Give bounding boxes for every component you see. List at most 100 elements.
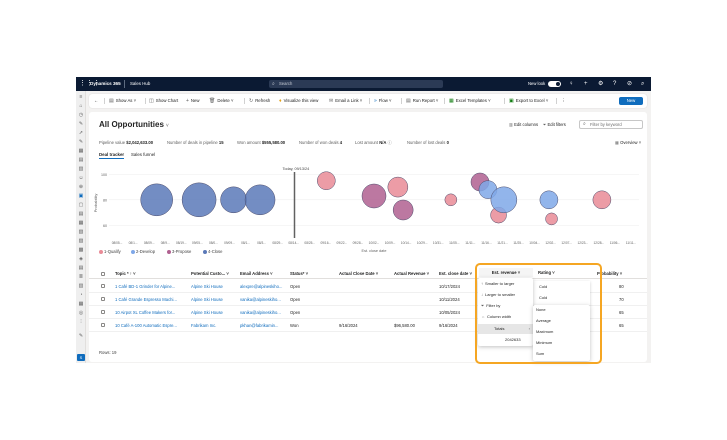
overview-selector[interactable]: ▦ Overview ˅: [615, 140, 642, 145]
filter-by-item[interactable]: ⏷ Filter by: [481, 302, 500, 310]
total-option-average[interactable]: Average: [536, 318, 551, 323]
bubble-point[interactable]: [387, 176, 409, 198]
plus-icon[interactable]: +: [584, 81, 588, 87]
cell-topic[interactable]: 10 Café A-100 Automatic Espre...: [115, 323, 177, 328]
table-row[interactable]: 1 Café Grande Espresso Machi... Alpine Sk…: [89, 293, 647, 306]
tab-sales-funnel[interactable]: Sales funnel: [131, 152, 156, 157]
bubble-point[interactable]: [392, 199, 414, 221]
row-checkbox[interactable]: [101, 310, 105, 314]
bubble-point[interactable]: [317, 171, 336, 190]
total-option-maximum[interactable]: Maximum: [536, 329, 554, 334]
cell-topic[interactable]: 10 Airpot XL Coffee Makers for...: [115, 310, 176, 315]
legend-item[interactable]: 1-Qualify: [99, 249, 121, 255]
quotes-icon[interactable]: ▤: [78, 211, 84, 217]
header-rating[interactable]: Rating ˅: [538, 270, 555, 275]
bubble-point[interactable]: [220, 186, 247, 214]
bubble-point[interactable]: [444, 193, 458, 207]
show-as-button[interactable]: ▤ Show As ˅: [109, 98, 137, 104]
back-button[interactable]: ←: [94, 97, 98, 105]
area-switcher[interactable]: S: [77, 354, 85, 361]
table-row[interactable]: 1 Café BD-1 Grinder for Alpine... Alpine …: [89, 280, 647, 293]
copilot-icon[interactable]: ⊘: [627, 81, 633, 87]
chart-icon[interactable]: ⫶: [80, 319, 82, 325]
sort-descending-item[interactable]: ↓ Larger to smaller: [481, 291, 515, 299]
legend-item[interactable]: 2-Develop: [131, 249, 155, 255]
goals-icon[interactable]: ◈: [79, 256, 83, 262]
competitors-icon[interactable]: ▢: [78, 202, 84, 208]
totals-item[interactable]: Totals ›: [478, 324, 533, 334]
select-all-checkbox[interactable]: [101, 272, 105, 276]
info-icon[interactable]: ⓘ: [387, 140, 392, 145]
lightbulb-icon[interactable]: ♀: [569, 81, 574, 87]
analytics-icon[interactable]: ◔: [79, 292, 83, 298]
home-icon[interactable]: ⌂: [79, 103, 83, 109]
area-name[interactable]: Sales Hub: [130, 81, 151, 86]
visualize-button[interactable]: ♦ Visualize this view: [279, 97, 318, 105]
new-look-toggle[interactable]: [548, 81, 561, 87]
edit-columns-button[interactable]: ▥ Edit columns: [509, 122, 538, 128]
total-option-minimum[interactable]: Minimum: [536, 340, 553, 345]
email-link-button[interactable]: ✉ Email a Link ˅: [329, 98, 363, 104]
new-command-button[interactable]: + New: [186, 97, 200, 105]
invoices-icon[interactable]: ▧: [78, 229, 84, 235]
header-actual-revenue[interactable]: Actual Revenue ˅: [394, 271, 430, 276]
search-input[interactable]: ⌕ Search: [269, 80, 443, 88]
leads-icon[interactable]: ⊕: [78, 184, 84, 190]
orders-icon[interactable]: ▦: [78, 220, 84, 226]
flow-button[interactable]: » Flow ˅: [374, 98, 392, 104]
delete-button[interactable]: 🗑 Delete ˅: [209, 98, 234, 104]
cell-topic[interactable]: 1 Café Grande Espresso Machi...: [115, 297, 177, 302]
sequences-icon[interactable]: ≣: [78, 274, 84, 280]
column-width-item[interactable]: ⇔ Column width: [481, 313, 511, 321]
export-excel-button[interactable]: ▣ Export to Excel ˅: [509, 98, 549, 104]
cell-customer[interactable]: Alpine Ski House: [191, 297, 223, 302]
products-icon[interactable]: ▨: [78, 238, 84, 244]
refresh-button[interactable]: ↻ Refresh: [249, 97, 270, 105]
bubble-point[interactable]: [490, 186, 518, 214]
reports-icon[interactable]: ▦: [78, 301, 84, 307]
header-probability[interactable]: Probability ˅: [597, 271, 623, 276]
cell-email[interactable]: alexpre@alpineskiho...: [240, 284, 283, 289]
accounts-icon[interactable]: ▥: [78, 166, 84, 172]
new-button[interactable]: New: [619, 97, 643, 105]
bubble-point[interactable]: [140, 183, 173, 217]
bubble-point[interactable]: [592, 190, 612, 210]
bubble-point[interactable]: [181, 182, 217, 218]
run-report-button[interactable]: ▤ Run Report ˅: [406, 98, 439, 104]
header-actual-close[interactable]: Actual Close Date ˅: [339, 271, 379, 276]
excel-templates-button[interactable]: ▦ Excel Templates ˅: [449, 98, 491, 104]
app-name[interactable]: Dynamics 365: [90, 81, 121, 86]
gear-icon[interactable]: ⚙: [598, 81, 604, 87]
documents-icon[interactable]: ▥: [78, 283, 84, 289]
cell-email[interactable]: pkhan@fabrikamin...: [240, 323, 279, 328]
insights-icon[interactable]: ◎: [78, 310, 84, 316]
pencil-icon[interactable]: ✎: [78, 333, 84, 339]
cell-topic[interactable]: 1 Café BD-1 Grinder for Alpine...: [115, 284, 176, 289]
row-checkbox[interactable]: [101, 323, 105, 327]
recent-icon[interactable]: ◷: [78, 112, 84, 118]
edit-filters-button[interactable]: ⏷ Edit filters: [543, 122, 566, 128]
contacts-icon[interactable]: ☺: [78, 175, 84, 181]
sort-ascending-item[interactable]: ↑ Smaller to larger: [481, 280, 514, 288]
header-topic[interactable]: Topic * ↑ ˅: [115, 271, 136, 276]
help-icon[interactable]: ?: [613, 81, 617, 87]
opportunities-icon[interactable]: ▣: [78, 193, 84, 199]
cell-customer[interactable]: Alpine Ski House: [191, 310, 223, 315]
dashboard-icon[interactable]: ▤: [78, 157, 84, 163]
table-row[interactable]: 10 Café A-100 Automatic Espre... Fabrikam…: [89, 319, 647, 332]
price-list-icon[interactable]: ▩: [78, 247, 84, 253]
header-est-revenue[interactable]: Est. revenue ˅: [479, 268, 533, 277]
row-checkbox[interactable]: [101, 297, 105, 301]
tab-deal-tracker[interactable]: Deal tracker: [99, 152, 125, 159]
total-option-sum[interactable]: Sum: [536, 351, 545, 356]
cell-email[interactable]: vanika@alpineskiho...: [240, 310, 281, 315]
table-row[interactable]: 10 Airpot XL Coffee Makers for... Alpine …: [89, 306, 647, 319]
calendar-icon[interactable]: ▦: [78, 148, 84, 154]
bubble-point[interactable]: [361, 183, 387, 209]
pin-icon[interactable]: ✎: [78, 121, 84, 127]
legend-item[interactable]: 4-Close: [203, 249, 222, 255]
cell-customer[interactable]: Alpine Ski House: [191, 284, 223, 289]
edit-icon[interactable]: ✎: [78, 139, 84, 145]
menu-icon[interactable]: ≡: [79, 94, 83, 100]
forecast-icon[interactable]: ▤: [78, 265, 84, 271]
